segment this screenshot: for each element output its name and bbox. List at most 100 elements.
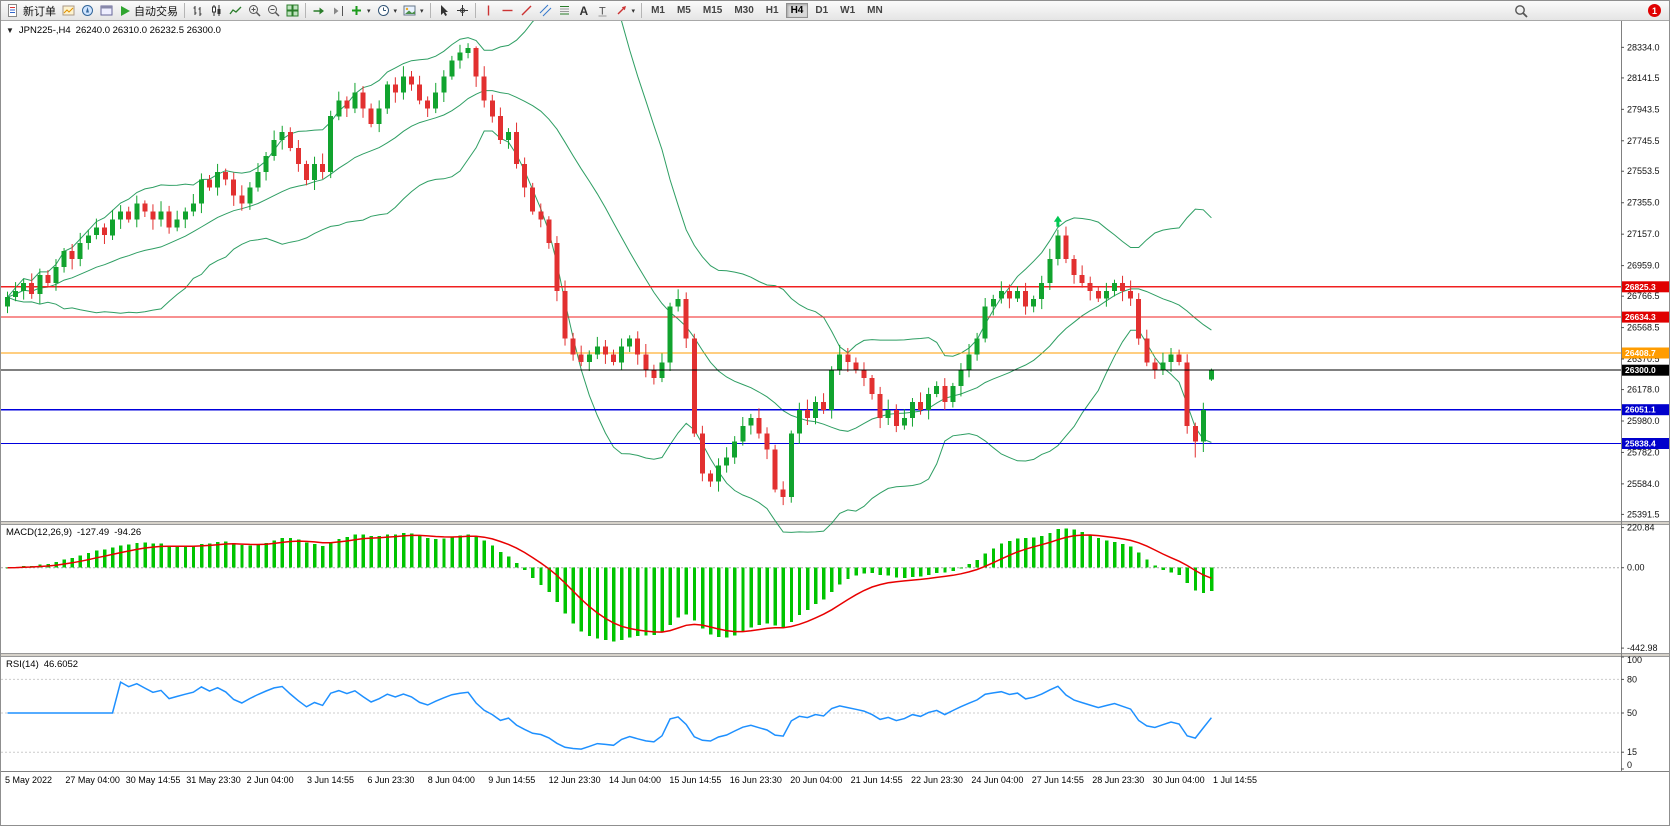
search-button[interactable] <box>1511 2 1531 19</box>
svg-text:25391.5: 25391.5 <box>1627 509 1660 519</box>
timeframe-m5-button[interactable]: M5 <box>676 5 691 16</box>
svg-text:27553.5: 27553.5 <box>1627 166 1660 176</box>
zoom-out-button[interactable] <box>264 2 283 19</box>
one-click-trading-toggle[interactable]: ▼ <box>6 26 14 35</box>
auto-scroll-icon <box>313 7 324 15</box>
svg-text:0.00: 0.00 <box>1627 563 1645 573</box>
svg-text:26959.0: 26959.0 <box>1627 261 1660 271</box>
time-label: 24 Jun 04:00 <box>971 775 1024 785</box>
caret-down-icon: ▾ <box>631 7 636 15</box>
macd-main-value: -127.49 <box>77 527 110 538</box>
candlestick-chart-icon <box>212 5 221 16</box>
timeframe-h1-button[interactable]: H1 <box>765 5 779 16</box>
toolbar-separator <box>429 3 431 18</box>
time-label: 12 Jun 23:30 <box>548 775 601 785</box>
svg-text:50: 50 <box>1627 708 1637 718</box>
caret-down-icon: ▾ <box>367 7 371 15</box>
cursor-icon <box>440 5 448 16</box>
svg-text:26766.5: 26766.5 <box>1627 291 1660 301</box>
chart-shift-button[interactable] <box>328 2 347 19</box>
svg-text:26825.3: 26825.3 <box>1625 282 1656 292</box>
crosshair-button[interactable] <box>453 2 472 19</box>
svg-text:27355.0: 27355.0 <box>1627 198 1660 208</box>
svg-text:26408.7: 26408.7 <box>1625 348 1656 358</box>
time-label: 30 May 14:55 <box>125 775 181 785</box>
notification-badge[interactable]: 1 <box>1648 4 1661 17</box>
svg-text:27943.5: 27943.5 <box>1627 104 1660 114</box>
candlestick-chart-button[interactable] <box>207 2 226 19</box>
autotrading-play-icon <box>121 5 130 16</box>
trendline-icon <box>521 5 532 16</box>
time-label: 8 Jun 04:00 <box>427 775 475 785</box>
svg-text:26634.3: 26634.3 <box>1625 312 1656 322</box>
horizontal-line-icon <box>502 9 513 12</box>
timeframe-h4-button[interactable]: H4 <box>785 3 809 18</box>
arrow-object-icon <box>617 6 626 15</box>
trendline-button[interactable] <box>517 2 536 19</box>
autotrading-button[interactable]: 自动交易 <box>116 2 181 19</box>
text-a-icon: A <box>579 4 588 17</box>
vertical-line-button[interactable] <box>479 2 498 19</box>
toolbar-separator <box>474 3 476 18</box>
market-watch-button[interactable] <box>59 2 78 19</box>
zoom-in-button[interactable] <box>245 2 264 19</box>
macd-indicator-label: MACD(12,26,9) -127.49 -94.26 <box>6 527 141 538</box>
auto-scroll-button[interactable] <box>309 2 328 19</box>
timeframe-group: M1 M5 M15 M30 H1 H4 D1 W1 MN <box>645 3 889 18</box>
autotrading-label: 自动交易 <box>134 5 178 18</box>
bar-chart-button[interactable] <box>188 2 207 19</box>
timeframe-m15-button[interactable]: M15 <box>702 5 723 16</box>
new-order-button[interactable]: 新订单 <box>4 2 59 19</box>
line-chart-button[interactable] <box>226 2 245 19</box>
chart-ohlc-values: 26240.0 26310.0 26232.5 26300.0 <box>75 25 221 36</box>
timeframe-w1-button[interactable]: W1 <box>840 5 856 16</box>
toolbar-separator <box>184 3 185 18</box>
svg-text:25584.0: 25584.0 <box>1627 479 1660 489</box>
horizontal-line-button[interactable] <box>498 2 517 19</box>
templates-button[interactable]: ▾ <box>400 2 427 19</box>
svg-text:25782.0: 25782.0 <box>1627 447 1660 457</box>
svg-text:T: T <box>599 6 606 18</box>
timeframe-d1-button[interactable]: D1 <box>815 5 829 16</box>
time-axis[interactable]: 5 May 2022 27 May 04:00 30 May 14:55 31 May… <box>1 772 1669 825</box>
time-label: 30 Jun 04:00 <box>1152 775 1205 785</box>
navigator-icon <box>82 5 93 16</box>
price-axis[interactable] <box>1621 21 1669 772</box>
text-button[interactable]: A <box>574 2 593 19</box>
timeframe-mn-button[interactable]: MN <box>867 5 883 16</box>
svg-text:26178.0: 26178.0 <box>1627 385 1660 395</box>
arrows-button[interactable]: ▾ <box>612 2 639 19</box>
time-label: 28 Jun 23:30 <box>1092 775 1145 785</box>
terminal-button[interactable] <box>97 2 116 19</box>
time-label: 22 Jun 23:30 <box>911 775 964 785</box>
time-label: 5 May 2022 <box>5 775 53 785</box>
svg-text:100: 100 <box>1627 655 1642 665</box>
svg-text:27745.5: 27745.5 <box>1627 136 1660 146</box>
tile-windows-button[interactable] <box>283 2 302 19</box>
tile-windows-icon <box>286 4 299 17</box>
timeframe-m30-button[interactable]: M30 <box>734 5 754 16</box>
toolbar-separator <box>305 3 306 18</box>
time-label: 27 May 04:00 <box>65 775 120 785</box>
svg-text:26370.5: 26370.5 <box>1627 354 1660 364</box>
fibonacci-button[interactable] <box>555 2 574 19</box>
channel-icon <box>539 4 551 17</box>
svg-text:28334.0: 28334.0 <box>1627 42 1660 52</box>
navigator-button[interactable] <box>78 2 97 19</box>
chart-title: ▼ JPN225-,H4 26240.0 26310.0 26232.5 263… <box>6 25 221 36</box>
indicators-button[interactable]: ▾ <box>347 2 374 19</box>
channel-button[interactable] <box>536 2 555 19</box>
cursor-button[interactable] <box>434 2 453 19</box>
label-button[interactable]: T <box>593 2 612 19</box>
periods-button[interactable]: ▾ <box>374 2 401 19</box>
time-label: 27 Jun 14:55 <box>1031 775 1084 785</box>
svg-text:220.84: 220.84 <box>1627 523 1655 533</box>
toolbar-separator <box>641 3 643 18</box>
svg-text:0: 0 <box>1627 760 1632 770</box>
time-label: 6 Jun 23:30 <box>367 775 415 785</box>
text-label-icon: T <box>598 6 607 18</box>
timeframe-m1-button[interactable]: M1 <box>651 5 665 16</box>
new-order-label: 新订单 <box>23 5 56 18</box>
